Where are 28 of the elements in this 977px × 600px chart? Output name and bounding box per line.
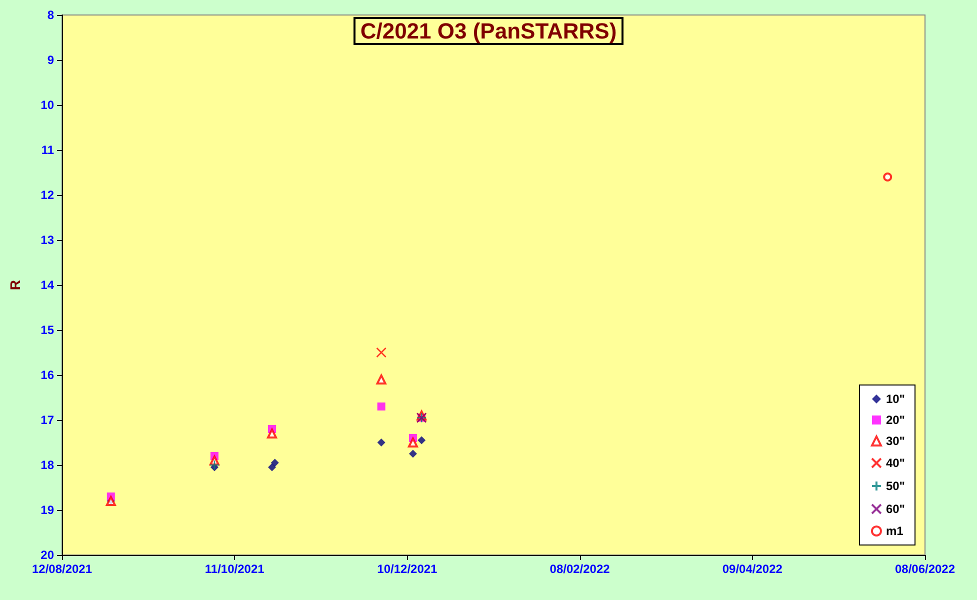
x-tick-label: 08/06/2022: [894, 562, 956, 576]
y-tick-label: 9: [47, 53, 54, 67]
y-axis-title: R: [7, 280, 23, 290]
y-tick-label: 16: [40, 368, 54, 382]
legend-label: 30": [886, 434, 906, 448]
y-tick-label: 8: [47, 8, 54, 22]
legend-label: 10": [886, 392, 906, 406]
y-tick-label: 11: [41, 143, 54, 157]
legend-label: 40": [886, 456, 906, 470]
y-tick-label: 18: [40, 458, 54, 472]
x-tick-label: 11/10/2021: [204, 562, 265, 576]
y-tick-label: 10: [40, 98, 54, 112]
y-tick-label: 14: [40, 278, 54, 292]
x-tick-label: 09/04/2022: [722, 562, 783, 576]
x-tick-label: 08/02/2022: [550, 562, 610, 576]
legend-label: 60": [886, 502, 906, 516]
y-tick-label: 17: [40, 413, 54, 427]
y-tick-label: 13: [40, 233, 54, 247]
y-tick-label: 12: [40, 188, 54, 202]
y-tick-label: 15: [40, 323, 54, 337]
chart-title: C/2021 O3 (PanSTARRS): [360, 18, 617, 44]
legend-label: 50": [886, 479, 906, 493]
legend-label: 20": [886, 413, 906, 427]
y-tick-label: 19: [40, 503, 54, 517]
y-tick-label: 20: [40, 548, 54, 562]
x-tick-label: 12/08/2021: [32, 562, 92, 576]
legend-label: m1: [886, 524, 904, 538]
x-tick-label: 10/12/2021: [377, 562, 438, 576]
